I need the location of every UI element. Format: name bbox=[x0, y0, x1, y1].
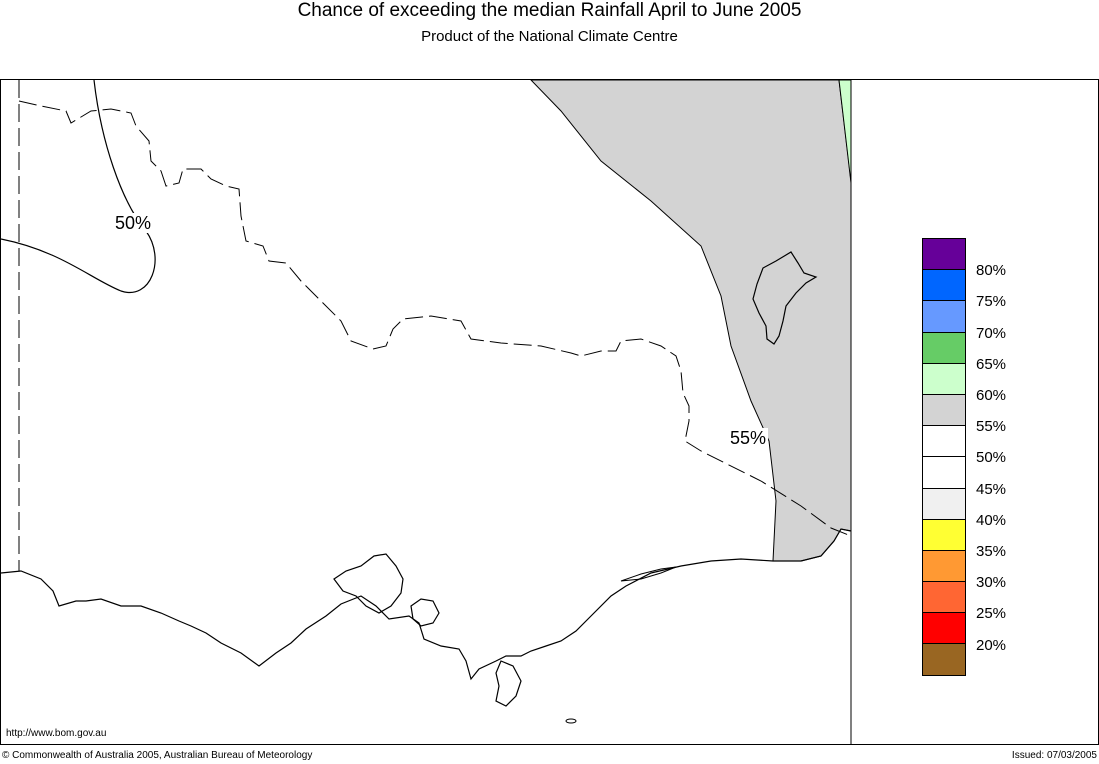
wilsons-prom bbox=[495, 660, 522, 707]
legend-swatch bbox=[922, 425, 966, 458]
contour-label-50: 50% bbox=[113, 213, 154, 233]
legend-swatch bbox=[922, 238, 966, 271]
legend-label: 45% bbox=[976, 480, 1007, 498]
legend-swatch bbox=[922, 362, 966, 395]
legend-label: 20% bbox=[976, 636, 1007, 654]
copyright-text: © Commonwealth of Australia 2005, Austra… bbox=[2, 750, 313, 761]
page-title: Chance of exceeding the median Rainfall … bbox=[297, 0, 802, 21]
legend-label: 35% bbox=[976, 543, 1007, 560]
legend-label: 80% bbox=[976, 262, 1007, 280]
legend-label: 60% bbox=[976, 387, 1007, 404]
western-port bbox=[410, 598, 440, 627]
port-phillip bbox=[333, 553, 404, 614]
islet bbox=[565, 718, 577, 724]
legend-label: 70% bbox=[976, 324, 1007, 342]
rainfall-map bbox=[1, 80, 1098, 744]
coastline bbox=[1, 528, 852, 681]
legend bbox=[922, 238, 966, 676]
legend-swatch bbox=[922, 549, 966, 583]
legend-label: 50% bbox=[976, 449, 1007, 467]
issued-date: Issued: 07/03/2005 bbox=[1011, 750, 1097, 761]
legend-swatch bbox=[922, 612, 966, 645]
legend-swatch bbox=[922, 487, 966, 520]
contour-50 bbox=[1, 80, 156, 294]
legend-swatch bbox=[922, 331, 966, 364]
legend-swatch bbox=[922, 643, 966, 676]
legend-label: 55% bbox=[976, 418, 1007, 436]
map-frame bbox=[0, 79, 1099, 745]
website-url[interactable]: http://www.bom.gov.au bbox=[6, 728, 107, 739]
legend-swatch bbox=[922, 300, 966, 333]
panel-bg bbox=[852, 81, 1098, 744]
contour-label-55: 55% bbox=[728, 428, 769, 448]
legend-label: 25% bbox=[976, 605, 1007, 623]
legend-swatch bbox=[922, 518, 966, 551]
legend-label: 75% bbox=[976, 293, 1007, 311]
region-55-60 bbox=[530, 80, 852, 562]
gippsland-lakes bbox=[620, 566, 677, 582]
page-subtitle: Product of the National Climate Centre bbox=[421, 28, 678, 45]
island bbox=[752, 251, 818, 345]
legend-swatch bbox=[922, 456, 966, 489]
state-border-north bbox=[18, 100, 852, 537]
legend-swatch bbox=[922, 269, 966, 302]
legend-swatch bbox=[922, 393, 966, 427]
legend-label: 30% bbox=[976, 574, 1007, 592]
legend-swatch bbox=[922, 581, 966, 614]
legend-label: 65% bbox=[976, 355, 1007, 373]
legend-label: 40% bbox=[976, 511, 1007, 529]
